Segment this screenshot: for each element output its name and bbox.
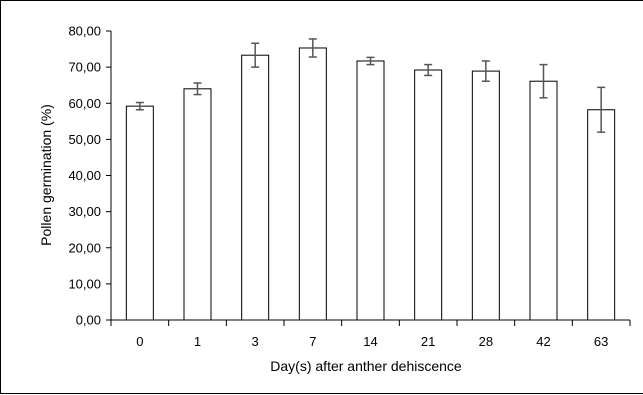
x-tick-label: 1 <box>194 334 201 349</box>
x-axis-title: Day(s) after anther dehiscence <box>270 358 462 374</box>
x-axis <box>110 319 631 326</box>
y-tick-label: 0,00 <box>76 313 101 328</box>
x-tick-label: 14 <box>363 334 377 349</box>
y-tick-label: 70,00 <box>68 60 101 75</box>
bar <box>183 88 212 321</box>
y-tick-label: 60,00 <box>68 96 101 111</box>
y-axis-title: Pollen germination (%) <box>38 104 54 246</box>
error-bars <box>135 38 606 133</box>
bar <box>356 60 385 321</box>
x-tick-label: 21 <box>421 334 435 349</box>
x-tick-label: 42 <box>536 334 550 349</box>
x-tick-label: 7 <box>309 334 316 349</box>
bar <box>241 54 270 321</box>
y-tick-label: 80,00 <box>68 24 101 39</box>
x-tick-label: 28 <box>479 334 493 349</box>
y-tick-label: 30,00 <box>68 204 101 219</box>
bar <box>529 80 558 321</box>
y-tick-label: 40,00 <box>68 168 101 183</box>
bar <box>587 109 616 321</box>
y-tick-label: 20,00 <box>68 240 101 255</box>
x-tick-label: 3 <box>252 334 259 349</box>
bar <box>125 105 154 321</box>
y-tick-labels: 0,00 10,00 20,00 30,00 40,00 50,00 60,00 70,00 8… <box>68 24 101 328</box>
y-tick-label: 50,00 <box>68 132 101 147</box>
y-tick-label: 10,00 <box>68 276 101 291</box>
bars <box>125 47 616 321</box>
bar <box>414 69 443 321</box>
x-tick-label: 63 <box>594 334 608 349</box>
bar <box>298 47 327 321</box>
x-tick-labels: 0 1 3 7 14 21 28 42 63 <box>136 334 608 349</box>
y-axis <box>106 30 112 321</box>
x-tick-label: 0 <box>136 334 143 349</box>
bar <box>471 70 500 321</box>
